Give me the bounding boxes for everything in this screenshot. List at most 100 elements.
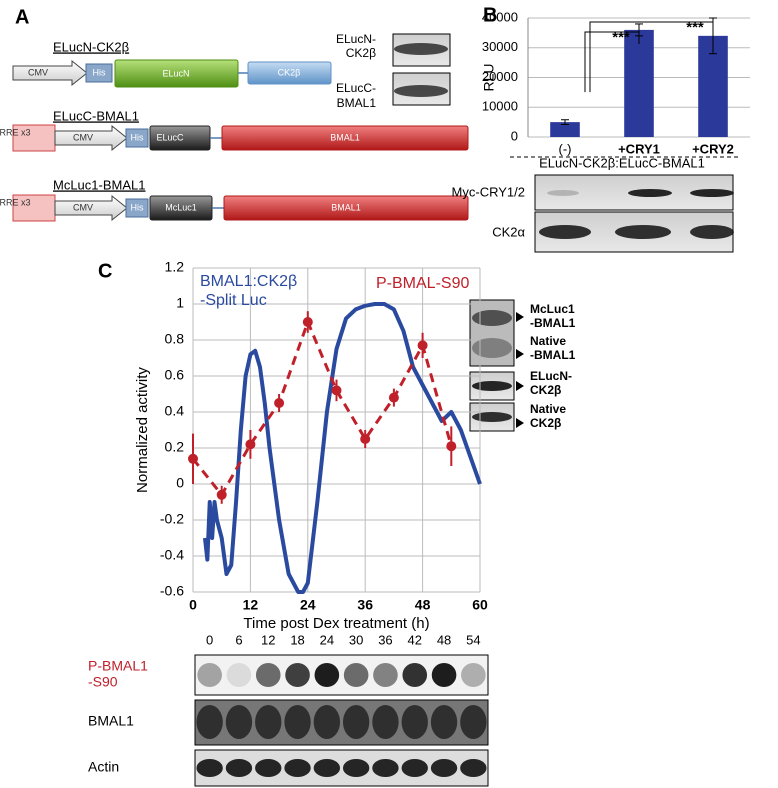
y-tick-label: 40000 <box>482 9 518 24</box>
lane-label: 42 <box>408 632 422 647</box>
lane-label: 54 <box>466 632 480 647</box>
y-tick-label: 0.2 <box>165 439 185 455</box>
blot-band <box>225 705 253 739</box>
lane-label: 12 <box>261 632 275 647</box>
blot-label: CK2β <box>530 383 561 397</box>
blot-label: CK2β <box>530 416 561 430</box>
y-tick-label: -0.2 <box>160 511 184 527</box>
legend-label: P-BMAL-S90 <box>376 275 469 292</box>
construct-title: ELucC-BMAL1 <box>53 108 139 123</box>
y-tick-label: -0.6 <box>160 583 184 599</box>
part-label: CK2β <box>278 67 301 77</box>
blot-band <box>401 705 428 739</box>
x-tick-label: +CRY1 <box>618 141 660 156</box>
blot-label: ELucC- <box>336 81 376 95</box>
y-tick-label: 0.8 <box>165 331 185 347</box>
x-tick-label: 0 <box>189 597 197 613</box>
x-tick-label: 24 <box>300 597 316 613</box>
blot-label: BMAL1 <box>337 96 377 110</box>
lane-label: 48 <box>437 632 451 647</box>
x-tick-label: 60 <box>472 597 488 613</box>
y-tick-label: 10000 <box>482 99 518 114</box>
blot-label: -BMAL1 <box>530 348 576 362</box>
blot-band <box>196 759 223 777</box>
blot-band <box>284 759 311 777</box>
blot-label: CK2β <box>346 46 376 60</box>
blot-label: ELucN- <box>530 369 572 383</box>
lane-label: 6 <box>235 632 242 647</box>
blot-band <box>313 759 341 777</box>
data-point <box>188 453 198 464</box>
lane-label: 18 <box>290 632 304 647</box>
y-tick-label: 0.4 <box>165 403 185 419</box>
x-axis-label: Time post Dex treatment (h) <box>243 615 429 632</box>
part-label: RRE x3 <box>0 197 31 207</box>
blot-band <box>460 705 487 739</box>
blot-band <box>196 705 223 739</box>
blot-band <box>373 663 398 687</box>
y-tick-label: -0.4 <box>160 547 184 563</box>
significance-label: *** <box>612 29 630 46</box>
part-label: His <box>93 67 106 77</box>
part-label: CMV <box>73 132 93 142</box>
panel-label: C <box>98 260 112 282</box>
lane-label: 30 <box>349 632 363 647</box>
blot-label: -S90 <box>88 674 118 690</box>
blot-label: Native <box>530 402 566 416</box>
data-point <box>446 441 457 452</box>
part-label: His <box>131 132 144 142</box>
blot-band <box>255 759 282 777</box>
data-point <box>360 434 371 444</box>
blot-band <box>255 663 281 687</box>
part-label: RRE x3 <box>0 127 31 137</box>
significance-bracket <box>584 31 640 93</box>
lane-label: 36 <box>378 632 392 647</box>
blot-band <box>401 759 428 777</box>
blot-band <box>343 663 369 687</box>
part-label: His <box>131 202 144 212</box>
blot-image <box>469 299 524 432</box>
y-tick-label: 0 <box>176 475 184 491</box>
construct <box>12 194 469 222</box>
y-tick-label: 0.6 <box>165 367 185 383</box>
blot-label: P-BMAL1 <box>88 658 148 674</box>
blot-band <box>342 759 370 777</box>
blot-label: Native <box>530 334 566 348</box>
x-tick-label: (-) <box>559 141 572 156</box>
data-point <box>331 385 342 396</box>
blot-band <box>430 759 458 777</box>
lane-label: 0 <box>206 632 213 647</box>
blot-band <box>197 663 222 687</box>
series-line <box>191 320 453 497</box>
part-label: BMAL1 <box>330 132 360 142</box>
x-tick-label: +CRY2 <box>692 141 734 156</box>
y-axis-label: RLU <box>481 63 497 91</box>
blot-band <box>372 705 399 739</box>
legend-label: BMAL1:CK2β -Split Luc <box>200 273 298 309</box>
construct <box>12 59 332 88</box>
x-tick-label: 36 <box>357 597 373 613</box>
blot-band <box>461 663 486 687</box>
blot-label: -BMAL1 <box>530 316 576 330</box>
data-point <box>388 392 399 403</box>
legend-entry: BMAL1:CK2β -Split Luc <box>200 273 298 309</box>
blot-band <box>372 759 399 777</box>
significance-label: *** <box>686 19 704 36</box>
blot-band <box>285 663 310 687</box>
blot-band <box>255 705 282 739</box>
part-label: ELucC <box>156 132 184 142</box>
blot-image <box>534 174 734 253</box>
part-label: McLuc1 <box>165 202 197 212</box>
data-point <box>417 340 428 351</box>
blot-band <box>402 663 428 687</box>
lane-label: 24 <box>320 632 334 647</box>
x-tick-label: 48 <box>415 597 431 613</box>
blot-label: BMAL1 <box>88 713 134 729</box>
y-tick-label: 30000 <box>482 39 518 54</box>
construct-title: ELucN-CK2β <box>53 39 129 54</box>
x-tick-label: 12 <box>243 597 259 613</box>
part-label: BMAL1 <box>331 202 361 212</box>
data-point <box>216 489 227 500</box>
blot-label: CK2α <box>492 224 525 239</box>
